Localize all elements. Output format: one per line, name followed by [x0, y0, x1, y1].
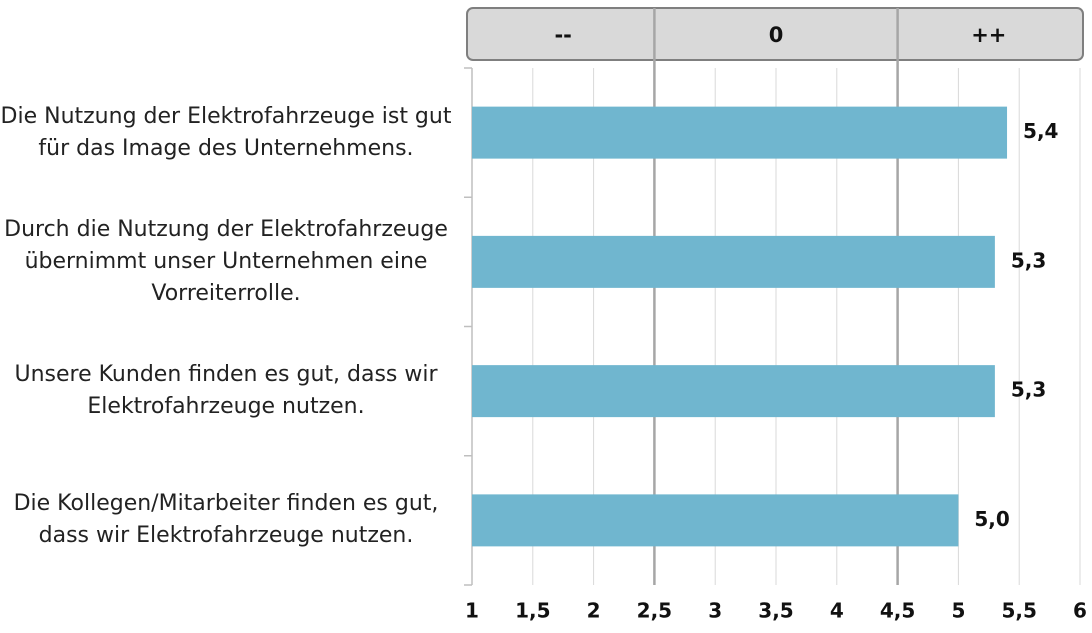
header-label: ++	[971, 23, 1006, 47]
bar	[472, 494, 959, 547]
value-label: 5,0	[974, 507, 1009, 531]
x-tick-label: 1	[465, 599, 479, 623]
x-tick-label: 2,5	[637, 599, 672, 623]
category-label: Die Kollegen/Mitarbeiter finden es gut, …	[13, 491, 439, 549]
value-label: 5,4	[1023, 119, 1058, 143]
x-tick-label: 1,5	[515, 599, 550, 623]
bar	[472, 365, 995, 418]
bar	[472, 235, 995, 288]
category-label: Die Nutzung der Elektrofahrzeuge ist gut…	[0, 103, 452, 161]
x-tick-label: 3,5	[758, 599, 793, 623]
header-label: --	[554, 23, 571, 47]
x-tick-label: 5	[951, 599, 965, 623]
x-tick-label: 3	[708, 599, 722, 623]
header-label: 0	[769, 23, 784, 47]
header-box	[466, 7, 1084, 61]
value-label: 5,3	[1011, 248, 1046, 272]
category-label: Durch die Nutzung der Elektrofahrzeuge ü…	[4, 216, 448, 306]
bar	[472, 106, 1008, 159]
x-tick-label: 5,5	[1001, 599, 1036, 623]
x-tick-label: 2	[587, 599, 601, 623]
category-label: Unsere Kunden finden es gut, dass wir El…	[14, 362, 438, 420]
x-tick-label: 6	[1073, 599, 1087, 623]
x-tick-label: 4	[830, 599, 844, 623]
x-tick-label: 4,5	[880, 599, 915, 623]
value-label: 5,3	[1011, 378, 1046, 402]
